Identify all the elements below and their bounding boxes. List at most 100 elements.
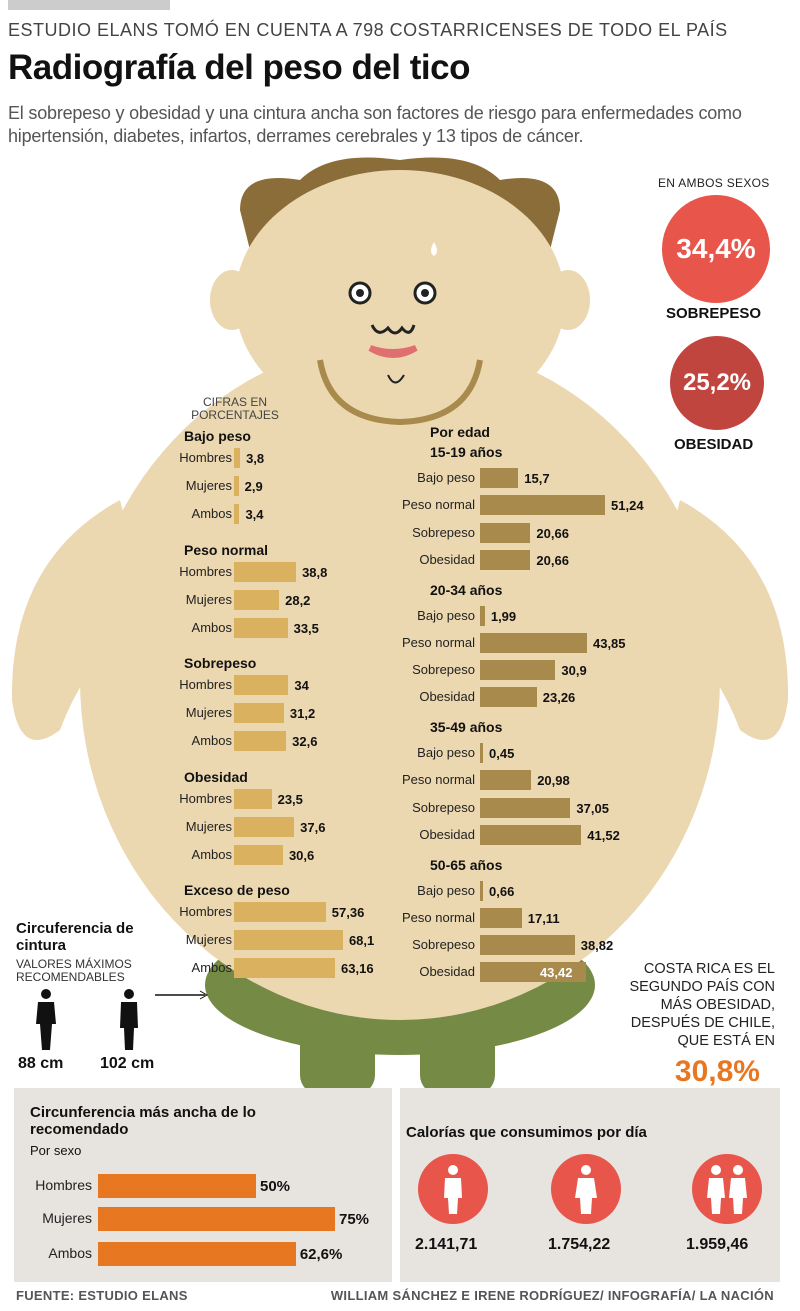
value-label: 63,16 xyxy=(341,961,374,976)
value-label: 34 xyxy=(294,678,309,693)
bar xyxy=(480,522,531,543)
category-label: Peso normal xyxy=(402,497,475,513)
units-note: CIFRAS EN PORCENTAJES xyxy=(191,395,279,422)
category-label: Mujeres xyxy=(185,705,232,720)
bar xyxy=(480,935,575,956)
bar xyxy=(234,902,326,922)
cintura-chart-subtitle: Por sexo xyxy=(30,1143,82,1158)
woman-icon xyxy=(551,1154,621,1224)
bar xyxy=(234,617,288,638)
woman-silhouette-icon xyxy=(36,989,56,1050)
bar xyxy=(480,824,582,845)
category-label: Bajo peso xyxy=(417,882,475,898)
category-label: Bajo peso xyxy=(417,607,475,623)
group-title: Peso normal xyxy=(184,541,269,558)
value-label: 51,24 xyxy=(611,498,644,514)
sobrepeso-label: SOBREPESO xyxy=(666,305,762,322)
value-label: 31,2 xyxy=(289,706,316,721)
category-label: Ambos xyxy=(191,960,232,975)
bar xyxy=(480,770,532,791)
age-group-title: 20-34 años xyxy=(430,581,503,598)
value-label: 15,7 xyxy=(524,471,550,486)
category-label: Mujeres xyxy=(185,932,232,947)
value-label: 30,9 xyxy=(561,663,587,679)
cintura-chart-title: Circunferencia más ancha de lo recomenda… xyxy=(30,1104,256,1138)
category-label: Sobrepeso xyxy=(412,937,475,953)
bar xyxy=(480,797,571,818)
bar xyxy=(480,907,522,928)
bar xyxy=(234,675,289,695)
cintura-subtitle: VALORES MÁXIMOS RECOMENDABLES xyxy=(16,957,132,984)
calorias-mujeres: 1.754,22 xyxy=(548,1236,611,1253)
bar xyxy=(234,731,287,751)
category-label: Mujeres xyxy=(42,1210,92,1226)
bar xyxy=(234,561,297,582)
value-label: 50% xyxy=(260,1178,291,1195)
value-label: 32,6 xyxy=(292,734,318,749)
value-label: 43,42 xyxy=(539,965,573,981)
group-title: Exceso de peso xyxy=(184,882,290,898)
obesidad-label: OBESIDAD xyxy=(674,436,754,453)
value-label: 23,5 xyxy=(277,791,303,807)
value-label: 3,4 xyxy=(245,507,264,522)
bar xyxy=(480,495,606,516)
bar xyxy=(480,468,519,488)
bar xyxy=(234,844,283,865)
description: El sobrepeso y obesidad y una cintura an… xyxy=(8,103,742,146)
top-bar xyxy=(8,0,170,10)
bar xyxy=(98,1174,256,1198)
value-label: 20,98 xyxy=(537,773,570,789)
bar xyxy=(98,1242,296,1266)
category-label: Hombres xyxy=(179,450,232,465)
head xyxy=(210,157,590,430)
bar xyxy=(480,962,586,983)
value-label: 38,8 xyxy=(302,564,328,580)
value-label: 2,9 xyxy=(244,479,263,494)
value-label: 41,52 xyxy=(587,827,620,843)
chile-value: 30,8% xyxy=(674,1055,760,1088)
value-label: 0,66 xyxy=(489,883,515,899)
group-title: Sobrepeso xyxy=(184,655,257,671)
category-label: Peso normal xyxy=(402,634,475,650)
group-title: Bajo peso xyxy=(184,428,251,444)
page-title: Radiografía del peso del tico xyxy=(8,48,470,87)
category-label: Ambos xyxy=(48,1245,92,1261)
value-label: 20,66 xyxy=(536,552,569,568)
category-label: Hombres xyxy=(179,677,232,692)
value-label: 37,6 xyxy=(300,819,326,835)
costa-rica-text: COSTA RICA ES EL SEGUNDO PAÍS CON MÁS OB… xyxy=(629,961,775,1049)
category-label: Ambos xyxy=(191,619,232,635)
bar xyxy=(234,958,336,978)
person-icons xyxy=(36,989,138,1050)
bar xyxy=(480,605,485,626)
category-label: Obesidad xyxy=(419,689,475,705)
category-label: Hombres xyxy=(35,1177,92,1193)
category-label: Sobrepeso xyxy=(412,662,475,678)
bar xyxy=(234,476,239,496)
ambos-sexos-label: EN AMBOS SEXOS xyxy=(658,176,770,190)
value-label: 1,99 xyxy=(490,608,517,624)
bar xyxy=(234,703,284,723)
value-label: 0,45 xyxy=(489,746,515,761)
women-waist-value: 88 cm xyxy=(18,1055,64,1072)
category-label: Mujeres xyxy=(185,478,232,493)
age-group-title: 35-49 años xyxy=(430,719,503,735)
category-label: Mujeres xyxy=(185,818,232,834)
value-label: 68,1 xyxy=(348,933,375,948)
bar xyxy=(234,816,295,837)
bar xyxy=(234,589,280,610)
age-group-title: 50-65 años xyxy=(430,856,503,873)
bar xyxy=(480,632,587,653)
value-label: 3,8 xyxy=(246,451,265,466)
value-label: 33,5 xyxy=(293,620,319,636)
man-icon xyxy=(418,1154,488,1224)
waist-arrow xyxy=(155,990,209,1000)
bar xyxy=(234,930,343,950)
category-label: Bajo peso xyxy=(417,470,475,485)
value-label: 23,26 xyxy=(542,690,576,706)
category-label: Peso normal xyxy=(402,772,475,788)
value-label: 38,82 xyxy=(580,938,614,954)
bar xyxy=(480,549,531,570)
category-label: Peso normal xyxy=(402,909,475,925)
